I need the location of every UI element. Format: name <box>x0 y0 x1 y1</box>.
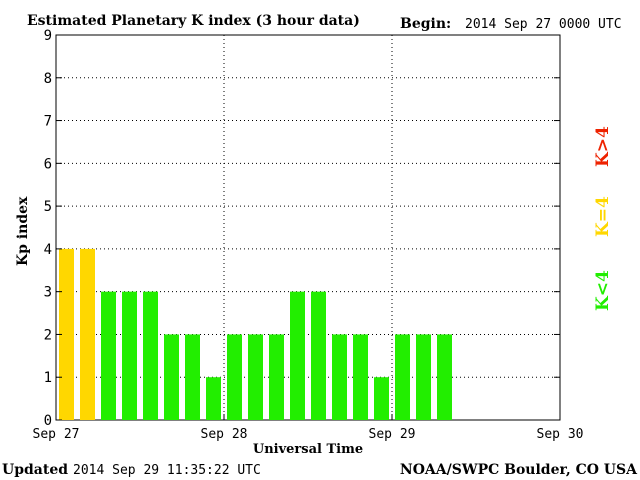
grid-lines <box>56 35 560 420</box>
x-axis-ticks: Sep 27 Sep 28 Sep 29 Sep 30 <box>33 414 584 442</box>
kp-bar <box>59 248 74 420</box>
legend-above: K>4 <box>593 126 613 167</box>
y-axis-label: Kp index <box>15 196 31 266</box>
x-tick-label: Sep 27 <box>33 427 80 442</box>
y-tick-label: 8 <box>44 71 52 87</box>
kp-bar <box>164 334 179 420</box>
kp-bar <box>227 334 242 420</box>
y-tick-label: 5 <box>44 199 52 215</box>
y-tick-label: 2 <box>44 327 52 343</box>
kp-bar <box>269 334 284 420</box>
kp-bar <box>437 334 452 420</box>
x-axis-label: Universal Time <box>253 442 363 457</box>
y-tick-label: 4 <box>44 242 52 258</box>
begin-label: Begin: <box>400 16 451 32</box>
x-tick-label: Sep 28 <box>201 427 248 442</box>
kp-bar <box>206 377 221 420</box>
kp-bar <box>122 291 137 420</box>
y-tick-label: 6 <box>44 156 52 172</box>
kp-bar <box>248 334 263 420</box>
kp-bar <box>416 334 431 420</box>
kp-bar <box>332 334 347 420</box>
kp-bar <box>143 291 158 420</box>
kp-bar <box>374 377 389 420</box>
y-tick-label: 7 <box>44 114 52 130</box>
kp-bar <box>101 291 116 420</box>
plot-area <box>55 34 561 421</box>
kp-bar <box>80 248 95 420</box>
kp-bar <box>353 334 368 420</box>
updated-value: 2014 Sep 29 11:35:22 UTC <box>73 463 261 478</box>
chart-title: Estimated Planetary K index (3 hour data… <box>27 13 360 29</box>
y-axis-ticks: 0 1 2 3 4 5 6 7 8 9 <box>44 28 560 429</box>
kp-bar <box>185 334 200 420</box>
begin-value: 2014 Sep 27 0000 UTC <box>465 17 622 32</box>
bars-group <box>59 248 452 420</box>
y-tick-label: 0 <box>44 413 52 429</box>
y-tick-label: 1 <box>44 370 52 386</box>
source-credit: NOAA/SWPC Boulder, CO USA <box>400 462 638 478</box>
legend-below: K<4 <box>593 270 613 311</box>
kp-bar <box>395 334 410 420</box>
y-tick-label: 3 <box>44 285 52 301</box>
legend-equal: K=4 <box>593 196 613 237</box>
x-tick-label: Sep 29 <box>369 427 416 442</box>
updated-label: Updated <box>2 462 68 478</box>
x-tick-label: Sep 30 <box>537 427 584 442</box>
y-tick-label: 9 <box>44 28 52 44</box>
kp-bar <box>311 291 326 420</box>
kp-bar <box>290 291 305 420</box>
